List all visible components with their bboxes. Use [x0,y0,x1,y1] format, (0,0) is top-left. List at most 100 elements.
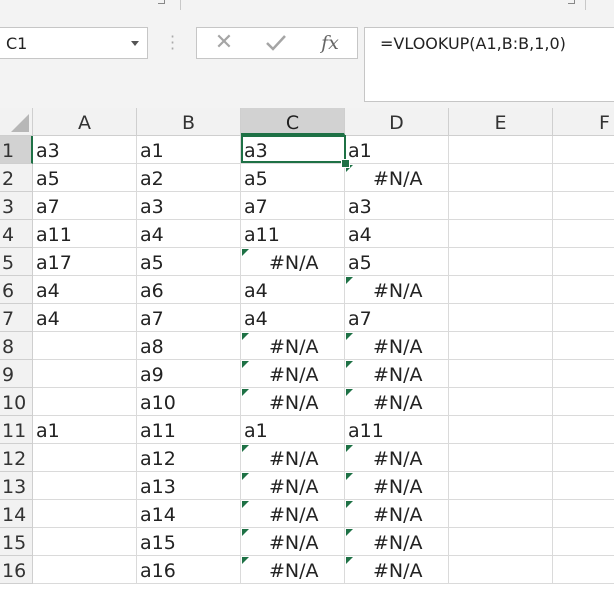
cell-a6[interactable]: a4 [33,276,137,304]
cell-b7[interactable]: a7 [137,304,241,332]
cell-a16[interactable] [33,556,137,584]
cell-f5[interactable] [553,248,614,276]
row-header-14[interactable]: 14 [0,500,33,528]
cell-e2[interactable] [449,164,553,192]
cell-c1[interactable]: a3 [241,136,345,164]
cell-f10[interactable] [553,388,614,416]
cell-c9[interactable]: #N/A [241,360,345,388]
cell-c7[interactable]: a4 [241,304,345,332]
cell-b12[interactable]: a12 [137,444,241,472]
clipboard-group-launcher-icon[interactable] [158,0,165,4]
cell-e3[interactable] [449,192,553,220]
cell-d9[interactable]: #N/A [345,360,449,388]
cell-c14[interactable]: #N/A [241,500,345,528]
cell-e9[interactable] [449,360,553,388]
cell-e4[interactable] [449,220,553,248]
cell-d4[interactable]: a4 [345,220,449,248]
cell-b16[interactable]: a16 [137,556,241,584]
cell-a7[interactable]: a4 [33,304,137,332]
cell-f4[interactable] [553,220,614,248]
cell-e1[interactable] [449,136,553,164]
row-header-13[interactable]: 13 [0,472,33,500]
cell-f2[interactable] [553,164,614,192]
cell-d11[interactable]: a11 [345,416,449,444]
cell-b6[interactable]: a6 [137,276,241,304]
row-header-16[interactable]: 16 [0,556,33,584]
cell-b11[interactable]: a11 [137,416,241,444]
row-header-1[interactable]: 1 [0,136,33,164]
cell-a8[interactable] [33,332,137,360]
cell-c13[interactable]: #N/A [241,472,345,500]
cell-e5[interactable] [449,248,553,276]
cell-f3[interactable] [553,192,614,220]
formula-input[interactable]: =VLOOKUP(A1,B:B,1,0) [364,27,614,102]
cell-b13[interactable]: a13 [137,472,241,500]
cell-b5[interactable]: a5 [137,248,241,276]
font-group-launcher-icon[interactable] [568,0,575,4]
row-header-6[interactable]: 6 [0,276,33,304]
cell-c5[interactable]: #N/A [241,248,345,276]
cell-e11[interactable] [449,416,553,444]
cell-f6[interactable] [553,276,614,304]
cell-b1[interactable]: a1 [137,136,241,164]
cell-a10[interactable] [33,388,137,416]
cell-a14[interactable] [33,500,137,528]
cell-d7[interactable]: a7 [345,304,449,332]
column-header-f[interactable]: F [553,108,614,135]
cell-b9[interactable]: a9 [137,360,241,388]
cell-c2[interactable]: a5 [241,164,345,192]
row-header-8[interactable]: 8 [0,332,33,360]
cell-a13[interactable] [33,472,137,500]
cell-d15[interactable]: #N/A [345,528,449,556]
row-header-10[interactable]: 10 [0,388,33,416]
cell-e8[interactable] [449,332,553,360]
row-header-12[interactable]: 12 [0,444,33,472]
cell-d6[interactable]: #N/A [345,276,449,304]
row-header-5[interactable]: 5 [0,248,33,276]
cell-e13[interactable] [449,472,553,500]
cell-c3[interactable]: a7 [241,192,345,220]
cell-f16[interactable] [553,556,614,584]
cell-c6[interactable]: a4 [241,276,345,304]
cell-a3[interactable]: a7 [33,192,137,220]
row-header-2[interactable]: 2 [0,164,33,192]
name-box[interactable]: C1 [0,27,148,59]
cell-a11[interactable]: a1 [33,416,137,444]
row-header-4[interactable]: 4 [0,220,33,248]
row-header-3[interactable]: 3 [0,192,33,220]
cell-d13[interactable]: #N/A [345,472,449,500]
cell-b15[interactable]: a15 [137,528,241,556]
cell-e6[interactable] [449,276,553,304]
cell-a2[interactable]: a5 [33,164,137,192]
cell-d14[interactable]: #N/A [345,500,449,528]
cell-b2[interactable]: a2 [137,164,241,192]
cell-b14[interactable]: a14 [137,500,241,528]
chevron-down-icon[interactable] [131,41,139,46]
cell-f11[interactable] [553,416,614,444]
cell-c10[interactable]: #N/A [241,388,345,416]
insert-function-icon[interactable]: fx [321,32,339,54]
column-header-c[interactable]: C [241,108,345,135]
cell-d12[interactable]: #N/A [345,444,449,472]
column-header-a[interactable]: A [33,108,137,135]
enter-check-icon[interactable] [261,31,291,55]
cell-f9[interactable] [553,360,614,388]
cell-f14[interactable] [553,500,614,528]
cell-c16[interactable]: #N/A [241,556,345,584]
cell-f7[interactable] [553,304,614,332]
cell-c15[interactable]: #N/A [241,528,345,556]
cell-a15[interactable] [33,528,137,556]
cell-d2[interactable]: #N/A [345,164,449,192]
cell-b8[interactable]: a8 [137,332,241,360]
row-header-7[interactable]: 7 [0,304,33,332]
cell-e16[interactable] [449,556,553,584]
cell-c12[interactable]: #N/A [241,444,345,472]
cell-c8[interactable]: #N/A [241,332,345,360]
grip-dots-icon[interactable]: · · · [170,27,175,58]
column-header-b[interactable]: B [137,108,241,135]
cell-f13[interactable] [553,472,614,500]
cell-f15[interactable] [553,528,614,556]
column-header-d[interactable]: D [345,108,449,135]
cell-e10[interactable] [449,388,553,416]
